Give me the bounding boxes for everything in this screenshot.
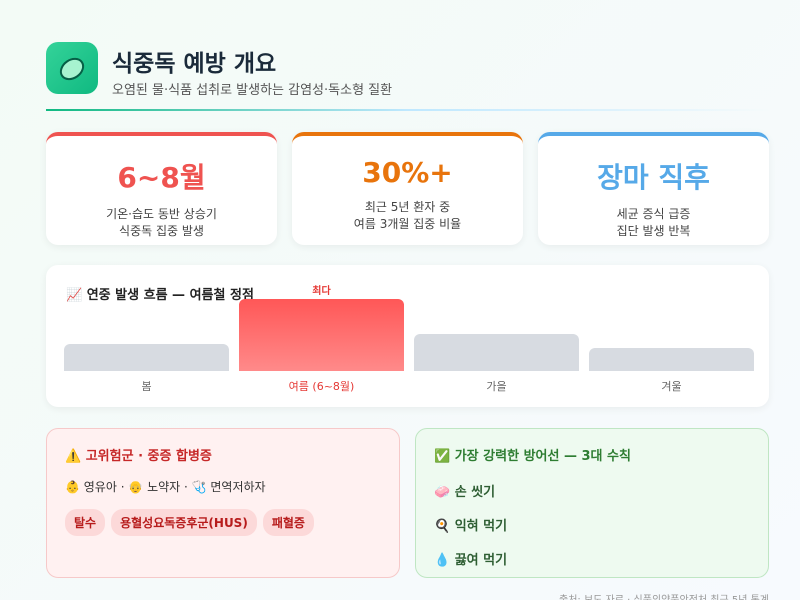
stat-line: 여름 3개월 집중 비율 xyxy=(353,217,462,231)
stat-line: 최근 5년 환자 중 xyxy=(364,200,451,214)
rule-item: 🧼 손 씻기 xyxy=(434,485,496,500)
bar xyxy=(414,333,579,371)
defense-title: ✅ 가장 강력한 방어선 — 3대 수칙 xyxy=(434,449,631,464)
logo-icon xyxy=(46,42,98,94)
stat-line: 집단 발생 반복 xyxy=(616,224,691,238)
subtitle: 오염된 물·식품 섭취로 발생하는 감염성·독소형 질환 xyxy=(112,83,393,98)
stat-line: 기온·습도 동반 상승기 xyxy=(106,207,217,221)
bar-label: 가을 xyxy=(486,380,507,393)
title: 식중독 예방 개요 xyxy=(112,51,277,77)
rule-item: 💧 끓여 먹기 xyxy=(434,553,508,568)
chip: 용혈성요독증후군(HUS) xyxy=(111,509,257,536)
items: 🧼 손 씻기 🍳 익혀 먹기 💧 끓여 먹기 xyxy=(434,481,750,568)
bar-label: 봄 xyxy=(141,380,152,393)
bar xyxy=(64,343,229,371)
bar-label: 여름 (6~8월) xyxy=(288,380,355,393)
chips: 탈수 용혈성요독증후군(HUS) 패혈증 xyxy=(65,509,381,536)
bar xyxy=(589,347,754,371)
risk-title: ⚠️ 고위험군 · 중증 합병증 xyxy=(65,449,212,464)
stat-value: 장마 직후 xyxy=(597,161,710,194)
footer: 출처: 보도 자료 · 식품의약품안전처 최근 5년 통계 xyxy=(559,591,769,600)
risk-groups: 👶 영유아 · 👴 노약자 · 🩺 면역저하자 xyxy=(65,480,266,494)
stat-value: 30%+ xyxy=(362,156,453,189)
bar xyxy=(239,299,404,371)
rule-item: 🍳 익혀 먹기 xyxy=(434,519,508,534)
bar-label: 겨울 xyxy=(661,380,682,393)
chip: 패혈증 xyxy=(262,509,314,536)
risk-card: ⚠️ 고위험군 · 중증 합병증 👶 영유아 · 👴 노약자 · 🩺 면역저하자… xyxy=(46,428,400,578)
stat-value: 6~8월 xyxy=(117,161,206,194)
stat-line: 식중독 집중 발생 xyxy=(119,224,204,238)
defense-card: ✅ 가장 강력한 방어선 — 3대 수칙 🧼 손 씻기 🍳 익혀 먹기 💧 끓여 먹… xyxy=(415,428,769,578)
divider xyxy=(46,109,769,111)
chip: 탈수 xyxy=(65,509,106,536)
logo-glyph xyxy=(59,57,85,81)
stat-line: 세균 증식 급증 xyxy=(616,207,691,221)
chart-title: 📈 연중 발생 흐름 — 여름철 정점 xyxy=(66,288,254,303)
peak-label: 최다 xyxy=(312,286,331,297)
